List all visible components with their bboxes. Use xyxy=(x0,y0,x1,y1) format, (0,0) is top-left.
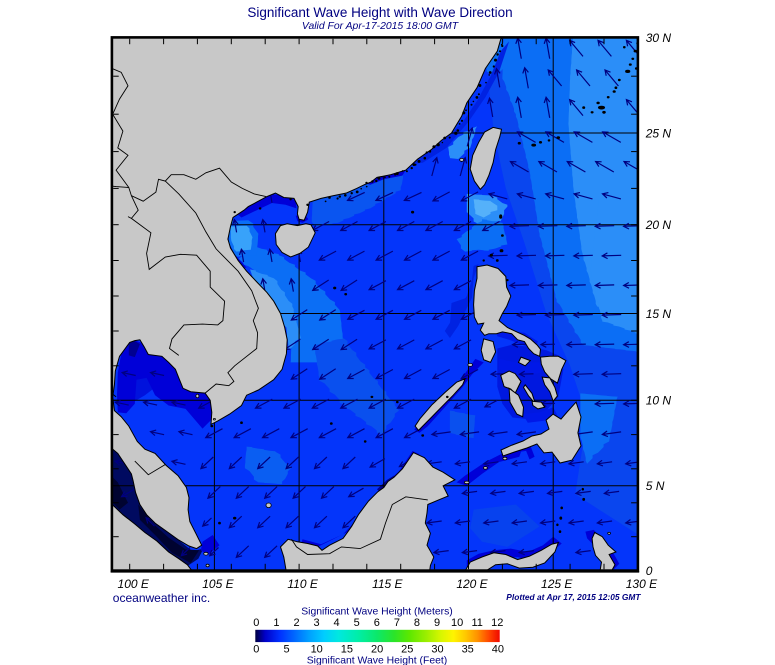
svg-text:5: 5 xyxy=(354,617,360,629)
svg-text:25 N: 25 N xyxy=(645,126,672,140)
svg-text:30: 30 xyxy=(431,644,443,656)
svg-text:20: 20 xyxy=(371,644,383,656)
svg-text:3: 3 xyxy=(313,617,319,629)
svg-text:0: 0 xyxy=(253,617,259,629)
svg-text:120 E: 120 E xyxy=(456,577,488,591)
svg-text:100 E: 100 E xyxy=(118,577,150,591)
svg-text:9: 9 xyxy=(434,617,440,629)
svg-text:11: 11 xyxy=(471,617,482,629)
svg-text:5 N: 5 N xyxy=(646,479,665,493)
svg-text:10: 10 xyxy=(311,644,323,656)
svg-text:10: 10 xyxy=(451,617,463,629)
svg-text:7: 7 xyxy=(394,617,400,629)
svg-text:40: 40 xyxy=(492,644,504,656)
svg-text:130 E: 130 E xyxy=(626,577,658,591)
svg-text:4: 4 xyxy=(334,617,340,629)
svg-text:105 E: 105 E xyxy=(202,577,234,591)
svg-text:35: 35 xyxy=(462,644,474,656)
svg-text:Plotted at Apr 17, 2015 12:05: Plotted at Apr 17, 2015 12:05 GMT xyxy=(506,592,641,602)
svg-text:15 N: 15 N xyxy=(646,307,672,321)
svg-text:5: 5 xyxy=(283,644,289,656)
svg-text:6: 6 xyxy=(374,617,380,629)
svg-text:12: 12 xyxy=(491,617,503,629)
svg-text:110 E: 110 E xyxy=(287,577,318,591)
svg-text:2: 2 xyxy=(293,617,299,629)
svg-text:Significant Wave Height with W: Significant Wave Height with Wave Direct… xyxy=(247,5,512,20)
svg-text:30 N: 30 N xyxy=(646,31,672,45)
svg-text:oceanweather inc.: oceanweather inc. xyxy=(113,591,210,605)
svg-text:1: 1 xyxy=(273,617,279,629)
svg-text:Significant Wave Height (Meter: Significant Wave Height (Meters) xyxy=(301,607,453,618)
svg-text:8: 8 xyxy=(414,617,420,629)
svg-text:Valid For Apr-17-2015 18:00 GM: Valid For Apr-17-2015 18:00 GMT xyxy=(302,21,459,32)
svg-text:115 E: 115 E xyxy=(372,577,403,591)
svg-text:15: 15 xyxy=(341,644,353,656)
svg-text:0: 0 xyxy=(253,644,259,656)
svg-text:25: 25 xyxy=(401,644,413,656)
svg-text:10 N: 10 N xyxy=(646,394,672,408)
svg-text:0: 0 xyxy=(646,564,653,578)
svg-text:20 N: 20 N xyxy=(645,218,672,232)
svg-text:125 E: 125 E xyxy=(541,577,573,591)
svg-text:Significant Wave Height (Feet): Significant Wave Height (Feet) xyxy=(307,656,448,665)
